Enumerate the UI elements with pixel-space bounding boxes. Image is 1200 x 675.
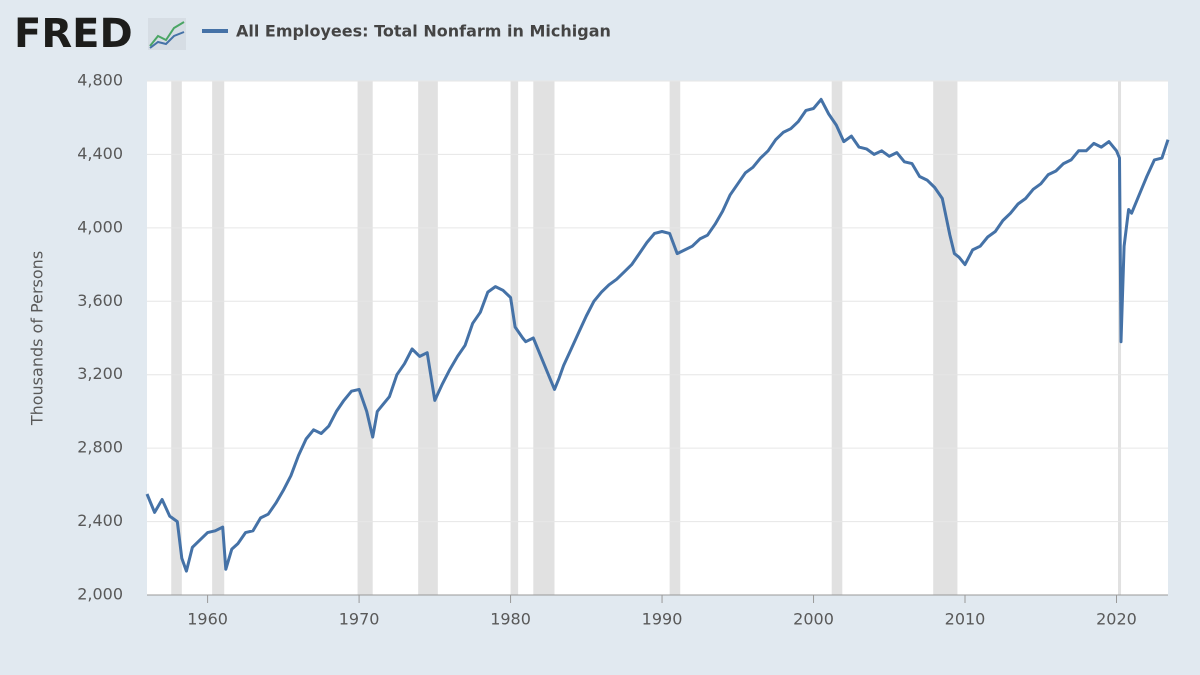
recession-band bbox=[669, 81, 681, 595]
x-tick-label: 2000 bbox=[793, 610, 834, 629]
y-tick-label: 4,000 bbox=[77, 217, 123, 236]
x-tick-label: 2010 bbox=[945, 610, 986, 629]
recession-band bbox=[171, 81, 182, 595]
recession-band bbox=[357, 81, 373, 595]
y-axis-label: Thousands of Persons bbox=[28, 251, 47, 426]
recession-band bbox=[510, 81, 519, 595]
logo-icon bbox=[148, 18, 186, 50]
y-tick-label: 4,800 bbox=[77, 71, 123, 90]
plot-area bbox=[147, 81, 1168, 595]
y-tick-label: 2,400 bbox=[77, 511, 123, 530]
x-tick-label: 1970 bbox=[339, 610, 380, 629]
y-tick-label: 2,800 bbox=[77, 438, 123, 457]
recession-band bbox=[212, 81, 225, 595]
logo: FRED bbox=[14, 11, 133, 57]
x-tick-label: 1990 bbox=[642, 610, 683, 629]
y-tick-label: 3,200 bbox=[77, 364, 123, 383]
x-tick-label: 2020 bbox=[1096, 610, 1137, 629]
x-tick-label: 1980 bbox=[490, 610, 531, 629]
data-line bbox=[145, 97, 1170, 573]
y-tick-label: 2,000 bbox=[77, 585, 123, 604]
recession-band bbox=[418, 81, 438, 595]
y-tick-label: 3,600 bbox=[77, 291, 123, 310]
recession-band bbox=[533, 81, 555, 595]
y-tick-label: 4,400 bbox=[77, 144, 123, 163]
legend-label: All Employees: Total Nonfarm in Michigan bbox=[236, 22, 611, 41]
recession-band bbox=[831, 81, 843, 595]
x-tick-label: 1960 bbox=[187, 610, 228, 629]
recession-band bbox=[933, 81, 958, 595]
